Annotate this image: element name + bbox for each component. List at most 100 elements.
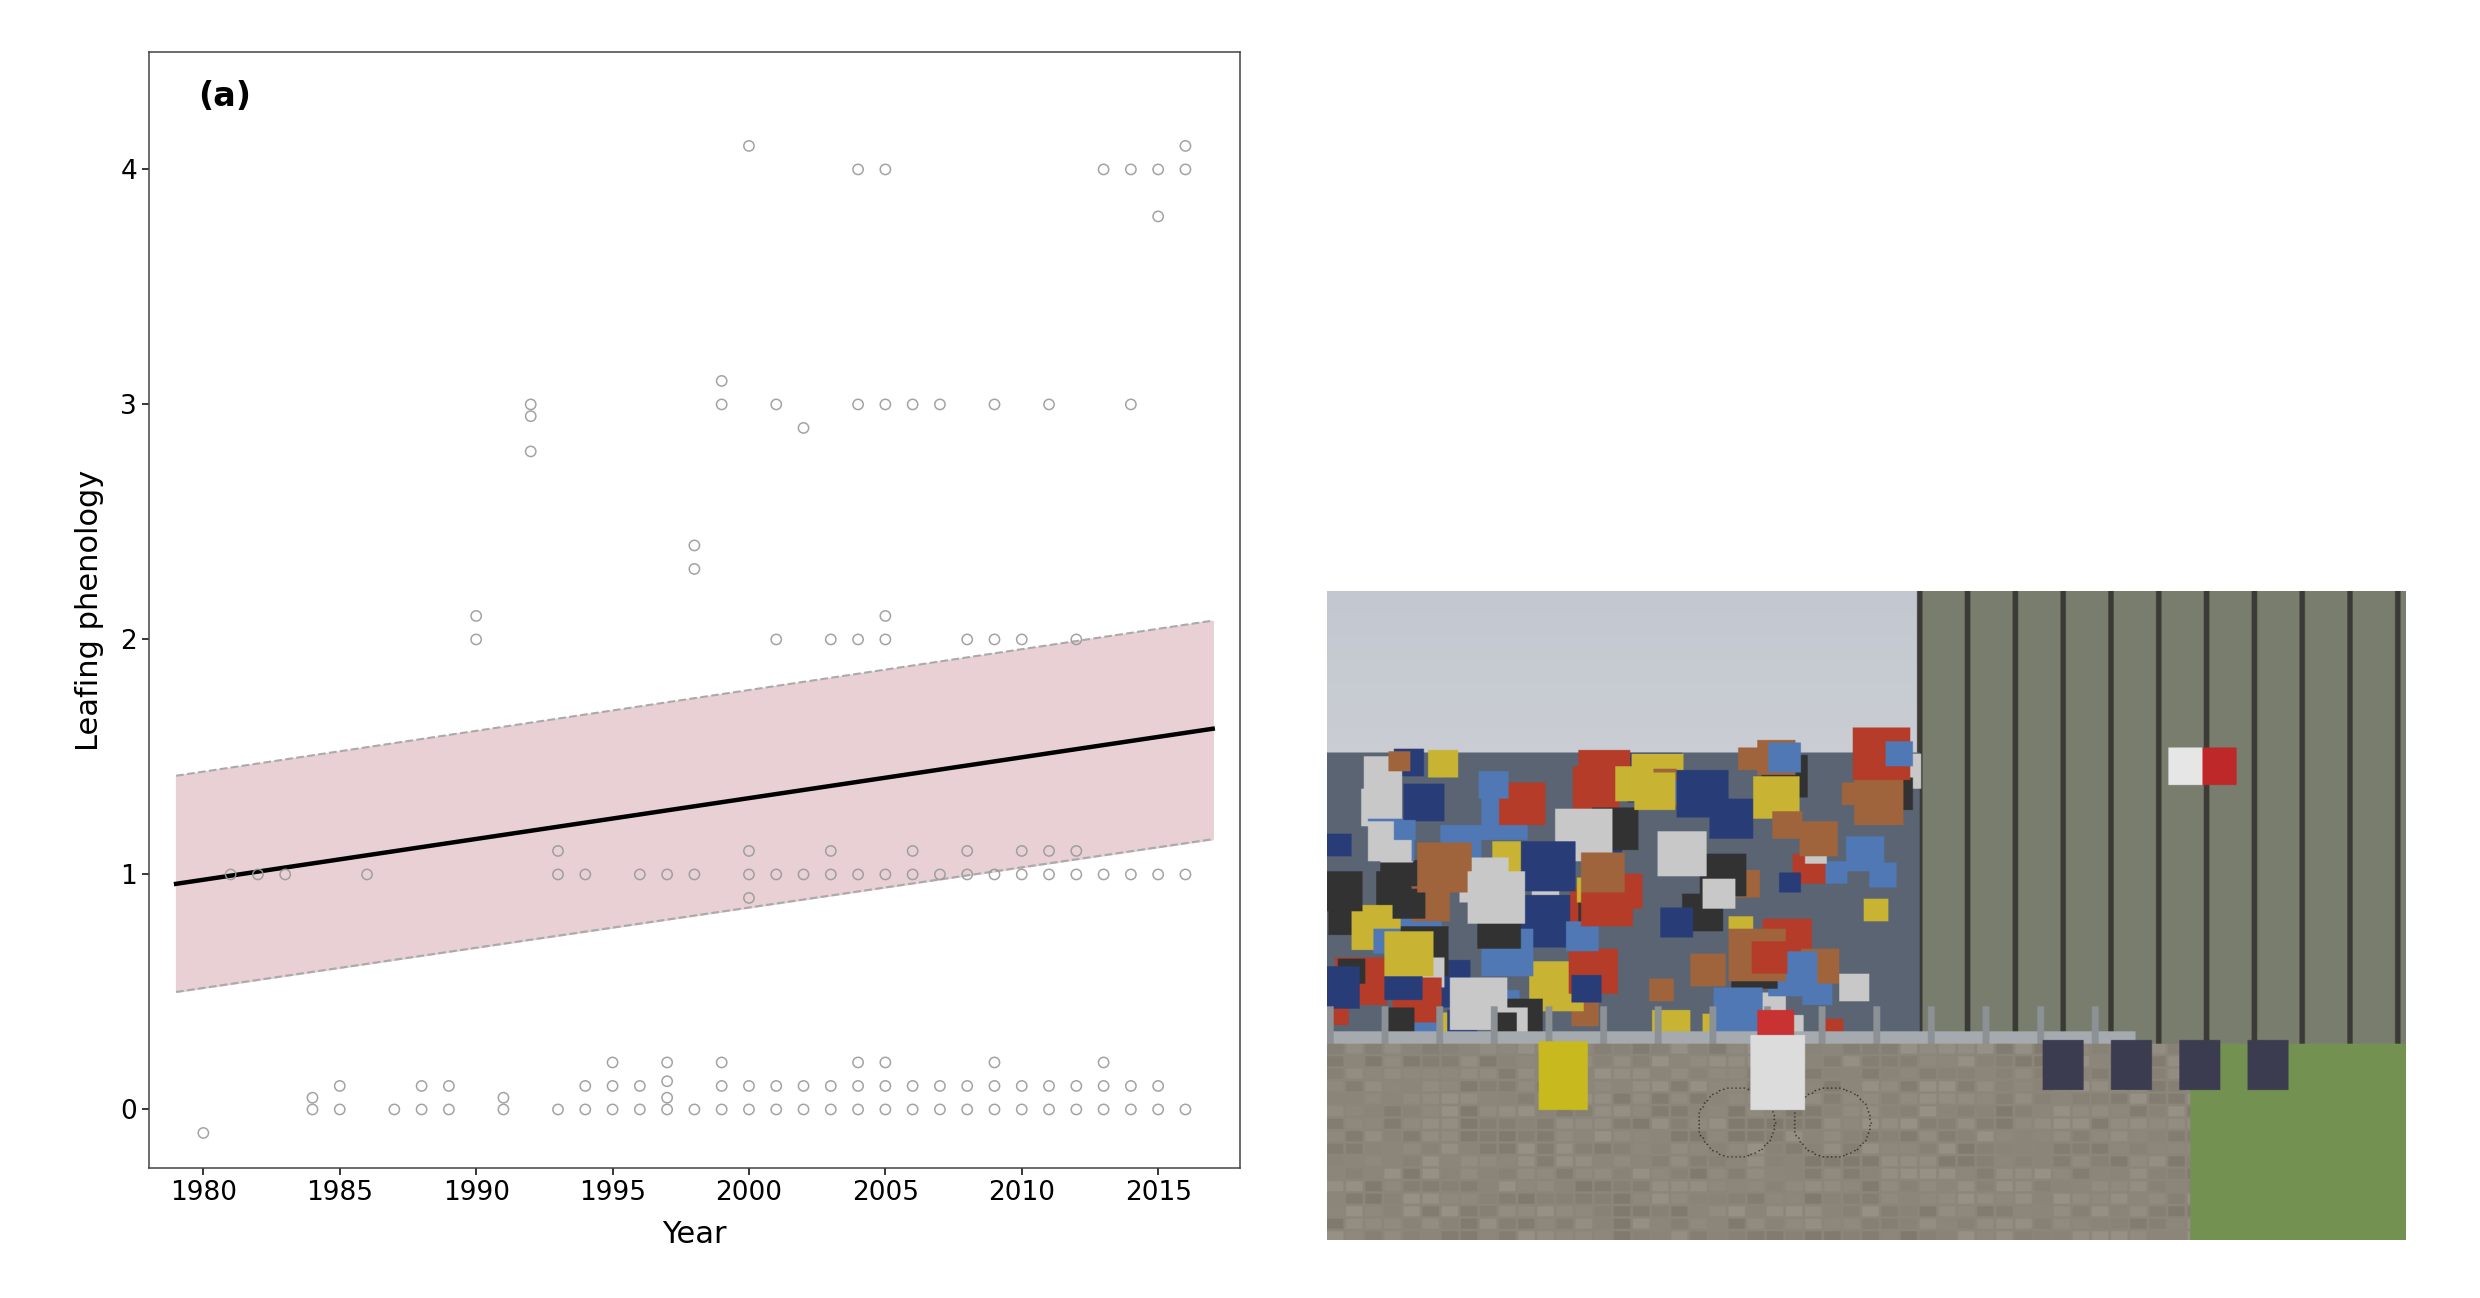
- Point: [538, 1099, 578, 1120]
- Point: [975, 864, 1014, 885]
- Point: [1111, 160, 1151, 180]
- Point: [811, 864, 851, 885]
- Point: [838, 160, 878, 180]
- Point: [838, 395, 878, 415]
- Point: [1138, 160, 1178, 180]
- Point: [1029, 1076, 1069, 1097]
- Point: [811, 1099, 851, 1120]
- Point: [756, 630, 796, 650]
- Point: [784, 1076, 823, 1097]
- Point: [784, 864, 823, 885]
- Point: [402, 1076, 441, 1097]
- Point: [1166, 160, 1205, 180]
- Point: [920, 864, 960, 885]
- Point: [538, 864, 578, 885]
- Point: [1029, 395, 1069, 415]
- Point: [975, 395, 1014, 415]
- Point: [1166, 135, 1205, 156]
- Point: [647, 864, 687, 885]
- Point: [866, 1053, 905, 1073]
- Point: [893, 1099, 932, 1120]
- Point: [975, 630, 1014, 650]
- Point: [647, 1071, 687, 1092]
- Point: [975, 1076, 1014, 1097]
- Point: [702, 1053, 742, 1073]
- Point: [729, 841, 769, 862]
- Point: [1002, 1099, 1042, 1120]
- Point: [975, 1053, 1014, 1073]
- Point: [211, 864, 250, 885]
- Point: [456, 630, 496, 650]
- Point: [838, 864, 878, 885]
- Point: [620, 1099, 660, 1120]
- Point: [756, 1076, 796, 1097]
- Point: [756, 1099, 796, 1120]
- Point: [565, 1076, 605, 1097]
- Point: [866, 630, 905, 650]
- Point: [947, 630, 987, 650]
- Point: [729, 135, 769, 156]
- Point: [866, 1099, 905, 1120]
- Point: [1084, 1053, 1123, 1073]
- Point: [729, 888, 769, 909]
- Point: [1029, 841, 1069, 862]
- Point: [756, 395, 796, 415]
- Point: [893, 864, 932, 885]
- Point: [620, 864, 660, 885]
- Point: [811, 630, 851, 650]
- Point: [702, 370, 742, 391]
- Point: [429, 1099, 469, 1120]
- Point: [811, 841, 851, 862]
- Point: [838, 1076, 878, 1097]
- Point: [593, 1053, 632, 1073]
- Point: [838, 630, 878, 650]
- Point: [1111, 1076, 1151, 1097]
- Point: [347, 864, 387, 885]
- Point: [484, 1088, 523, 1108]
- Point: [675, 864, 714, 885]
- Point: [1111, 395, 1151, 415]
- Point: [675, 1099, 714, 1120]
- Point: [975, 1099, 1014, 1120]
- Point: [511, 395, 551, 415]
- Point: [429, 1076, 469, 1097]
- Point: [1084, 160, 1123, 180]
- X-axis label: Year: Year: [662, 1220, 727, 1249]
- Point: [866, 160, 905, 180]
- Point: [320, 1099, 360, 1120]
- Point: [1084, 1076, 1123, 1097]
- Point: [620, 1076, 660, 1097]
- Point: [866, 395, 905, 415]
- Point: [593, 1099, 632, 1120]
- Point: [729, 1076, 769, 1097]
- Point: [866, 864, 905, 885]
- Point: [293, 1088, 332, 1108]
- Point: [647, 1099, 687, 1120]
- Point: [811, 1076, 851, 1097]
- Point: [920, 1076, 960, 1097]
- Point: [1002, 630, 1042, 650]
- Point: [1056, 1099, 1096, 1120]
- Point: [920, 1099, 960, 1120]
- Point: [947, 864, 987, 885]
- Point: [1002, 841, 1042, 862]
- Point: [1138, 206, 1178, 227]
- Point: [1056, 630, 1096, 650]
- Point: [893, 395, 932, 415]
- Point: [947, 1099, 987, 1120]
- Point: [702, 1099, 742, 1120]
- Point: [484, 1099, 523, 1120]
- Point: [702, 1076, 742, 1097]
- Point: [511, 441, 551, 462]
- Point: [647, 1088, 687, 1108]
- Point: [593, 1076, 632, 1097]
- Point: [1138, 1099, 1178, 1120]
- Point: [756, 864, 796, 885]
- Point: [1084, 1099, 1123, 1120]
- Point: [893, 841, 932, 862]
- Point: [675, 535, 714, 556]
- Point: [1056, 1076, 1096, 1097]
- Point: [565, 1099, 605, 1120]
- Point: [1002, 1076, 1042, 1097]
- Point: [838, 1099, 878, 1120]
